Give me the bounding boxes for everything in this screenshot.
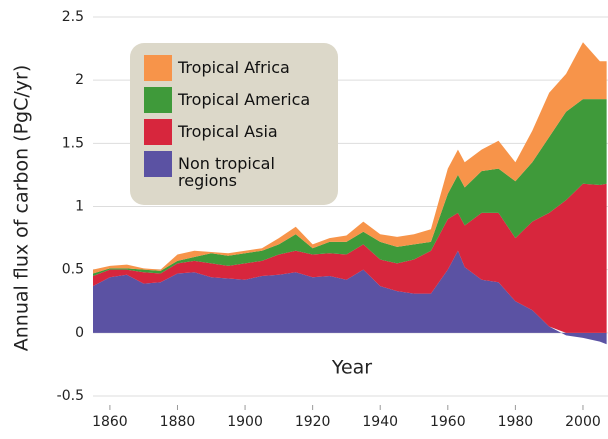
legend-label: Tropical Asia bbox=[178, 122, 278, 141]
y-tick-label: 1.5 bbox=[62, 135, 84, 151]
legend-item: Tropical Africa bbox=[144, 55, 328, 81]
x-tick-label: 1900 bbox=[227, 414, 263, 430]
legend-label: Tropical America bbox=[178, 90, 311, 109]
y-axis-label: Annual flux of carbon (PgC/yr) bbox=[11, 65, 33, 351]
legend-item: Tropical America bbox=[144, 87, 328, 113]
legend-swatch bbox=[144, 87, 172, 113]
y-tick-label: 0.5 bbox=[62, 262, 84, 278]
x-tick-label: 2000 bbox=[565, 414, 601, 430]
legend-label: Non tropical regions bbox=[178, 154, 275, 190]
x-tick-label: 1980 bbox=[498, 414, 534, 430]
y-tick-label: 0 bbox=[75, 325, 84, 341]
x-axis-label: Year bbox=[331, 357, 372, 379]
x-tick-label: 1960 bbox=[430, 414, 466, 430]
x-tick-label: 1880 bbox=[160, 414, 196, 430]
y-tick-label: -0.5 bbox=[57, 388, 84, 404]
legend: Tropical Africa Tropical America Tropical … bbox=[130, 43, 338, 205]
legend-swatch bbox=[144, 151, 172, 177]
y-tick-label: 1 bbox=[75, 199, 84, 215]
x-tick-label: 1940 bbox=[362, 414, 398, 430]
legend-swatch bbox=[144, 119, 172, 145]
area bbox=[93, 99, 607, 276]
area bbox=[93, 42, 607, 274]
x-tick-label: 1920 bbox=[295, 414, 331, 430]
legend-swatch bbox=[144, 55, 172, 81]
legend-item: Tropical Asia bbox=[144, 119, 328, 145]
area bbox=[93, 183, 607, 333]
legend-item: Non tropical regions bbox=[144, 151, 328, 189]
x-tick-label: 1860 bbox=[92, 414, 128, 430]
y-tick-label: 2.5 bbox=[62, 9, 84, 25]
area bbox=[93, 250, 607, 345]
legend-label: Tropical Africa bbox=[178, 58, 290, 77]
y-tick-label: 2 bbox=[75, 72, 84, 88]
